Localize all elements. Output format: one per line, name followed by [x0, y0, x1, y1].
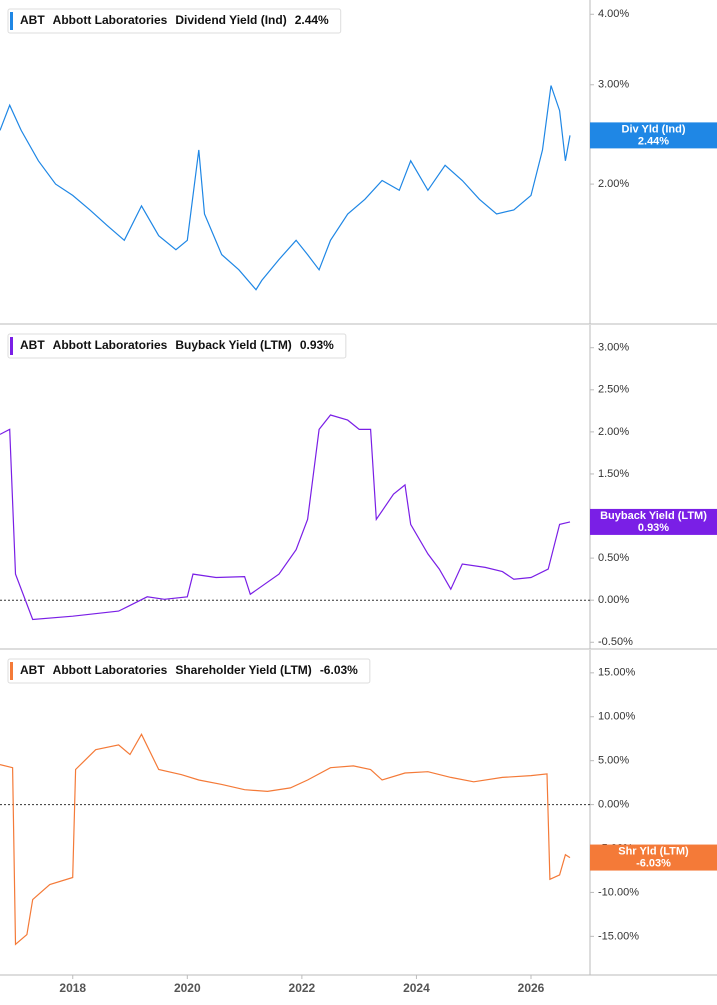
- y-tick-label: 0.00%: [598, 594, 629, 606]
- series-line: [0, 85, 571, 291]
- x-tick-label: 2024: [403, 981, 430, 995]
- legend: ABT Abbott Laboratories Buyback Yield (LTM…: [7, 333, 347, 359]
- legend-value: 2.44%: [295, 13, 329, 27]
- x-tick-label: 2018: [59, 981, 86, 995]
- legend-series: Dividend Yield (Ind): [175, 13, 286, 27]
- badge-label: Div Yld (Ind): [622, 123, 686, 135]
- legend-value: -6.03%: [320, 663, 358, 677]
- y-tick-label: -0.50%: [598, 636, 633, 648]
- series-line: [0, 733, 571, 946]
- y-tick-label: 3.00%: [598, 342, 629, 354]
- legend-swatch: [10, 12, 13, 30]
- x-tick-label: 2026: [518, 981, 545, 995]
- y-tick-label: 10.00%: [598, 711, 636, 723]
- y-tick-label: 0.50%: [598, 552, 629, 564]
- badge-label: Shr Yld (LTM): [618, 845, 689, 857]
- legend-swatch: [10, 337, 13, 355]
- badge-value: 0.93%: [638, 522, 669, 534]
- x-tick-label: 2022: [289, 981, 316, 995]
- x-tick-label: 2020: [174, 981, 201, 995]
- legend: ABT Abbott Laboratories Shareholder Yield …: [7, 658, 371, 684]
- value-badge: [590, 844, 717, 871]
- y-tick-label: 2.50%: [598, 384, 629, 396]
- legend-box: [7, 8, 342, 34]
- legend-ticker: ABT: [20, 663, 45, 677]
- value-badge: [590, 508, 717, 535]
- y-tick-label: 2.00%: [598, 178, 629, 190]
- badge-value: 2.44%: [638, 135, 669, 147]
- value-badge: [590, 122, 717, 149]
- badge-label: Buyback Yield (LTM): [600, 510, 707, 522]
- legend-box: [7, 658, 371, 684]
- legend-swatch: [10, 662, 13, 680]
- y-tick-label: 15.00%: [598, 667, 636, 679]
- y-tick-label: -15.00%: [598, 930, 639, 942]
- legend-box: [7, 333, 347, 359]
- legend-company: Abbott Laboratories: [53, 338, 168, 352]
- badge-value: -6.03%: [636, 857, 671, 869]
- y-tick-label: 5.00%: [598, 755, 629, 767]
- legend-ticker: ABT: [20, 13, 45, 27]
- legend-value: 0.93%: [300, 338, 334, 352]
- y-tick-label: 1.50%: [598, 468, 629, 480]
- y-tick-label: 4.00%: [598, 8, 629, 20]
- legend-series: Shareholder Yield (LTM): [175, 663, 311, 677]
- legend: ABT Abbott Laboratories Dividend Yield (In…: [7, 8, 342, 34]
- y-tick-label: -10.00%: [598, 886, 639, 898]
- y-tick-label: 2.00%: [598, 426, 629, 438]
- legend-company: Abbott Laboratories: [53, 663, 168, 677]
- y-tick-label: 3.00%: [598, 79, 629, 91]
- legend-series: Buyback Yield (LTM): [175, 338, 291, 352]
- series-line: [0, 414, 571, 621]
- y-tick-label: 0.00%: [598, 799, 629, 811]
- legend-ticker: ABT: [20, 338, 45, 352]
- legend-company: Abbott Laboratories: [53, 13, 168, 27]
